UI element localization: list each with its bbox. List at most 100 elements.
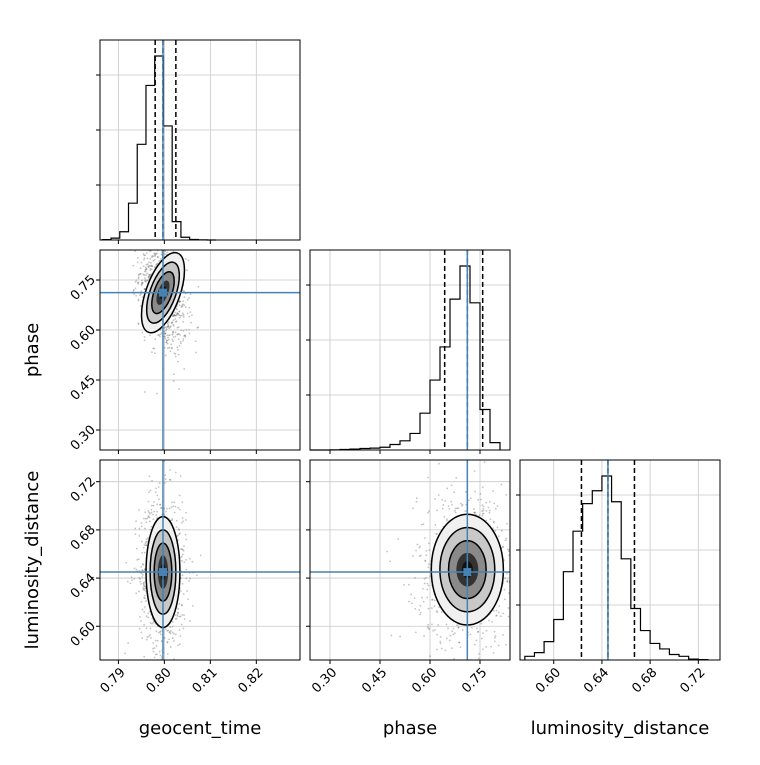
sample-point bbox=[502, 612, 505, 615]
sample-point bbox=[488, 500, 491, 503]
sample-point bbox=[439, 642, 442, 645]
sample-point bbox=[151, 351, 153, 354]
sample-point bbox=[163, 327, 166, 329]
sample-point bbox=[150, 215, 152, 217]
sample-point bbox=[497, 535, 500, 538]
sample-point bbox=[140, 290, 143, 293]
sample-point bbox=[493, 609, 495, 612]
sample-point bbox=[506, 548, 509, 551]
sample-point bbox=[184, 334, 186, 337]
sample-point bbox=[182, 214, 184, 216]
sample-point bbox=[142, 587, 145, 589]
sample-point bbox=[187, 259, 190, 262]
sample-point bbox=[177, 338, 180, 341]
sample-point bbox=[159, 631, 162, 633]
sample-point bbox=[148, 475, 151, 478]
sample-point bbox=[171, 518, 174, 520]
sample-point bbox=[139, 580, 142, 583]
sample-point bbox=[172, 380, 175, 382]
sample-point bbox=[152, 347, 155, 350]
sample-point bbox=[174, 314, 177, 317]
sample-point bbox=[141, 551, 144, 554]
sample-point bbox=[445, 519, 448, 522]
sample-point bbox=[149, 231, 151, 233]
sample-point bbox=[452, 627, 455, 630]
sample-point bbox=[148, 273, 151, 276]
sample-point bbox=[140, 279, 143, 282]
sample-point bbox=[180, 623, 183, 626]
sample-point bbox=[178, 602, 181, 605]
sample-point bbox=[156, 229, 158, 231]
sample-point bbox=[440, 647, 443, 650]
sample-point bbox=[149, 489, 152, 492]
sample-point bbox=[137, 299, 140, 302]
sample-point bbox=[502, 634, 504, 636]
sample-point bbox=[158, 248, 160, 250]
sample-point bbox=[142, 582, 145, 584]
sample-point bbox=[164, 337, 167, 340]
sample-point bbox=[154, 338, 157, 341]
sample-point bbox=[477, 630, 479, 633]
sample-point bbox=[162, 247, 164, 249]
sample-point bbox=[167, 321, 170, 324]
sample-point bbox=[504, 577, 506, 580]
sample-point bbox=[182, 627, 185, 630]
sample-point bbox=[174, 614, 177, 616]
sample-point bbox=[527, 524, 529, 526]
sample-point bbox=[139, 267, 142, 270]
sample-point bbox=[137, 322, 140, 325]
sample-point bbox=[390, 634, 393, 637]
sample-point bbox=[181, 548, 184, 551]
sample-point bbox=[141, 608, 144, 611]
sample-point bbox=[511, 637, 513, 639]
sample-point bbox=[139, 294, 141, 297]
sample-point bbox=[473, 508, 475, 510]
sample-point bbox=[175, 314, 178, 316]
sample-point bbox=[171, 519, 174, 522]
sample-point bbox=[452, 633, 455, 636]
sample-point bbox=[426, 588, 429, 591]
sample-point bbox=[408, 600, 410, 603]
sample-point bbox=[470, 627, 473, 629]
sample-point bbox=[524, 555, 526, 557]
sample-point bbox=[166, 641, 169, 644]
sample-point bbox=[152, 647, 154, 650]
sample-point bbox=[181, 312, 184, 315]
sample-point bbox=[173, 234, 175, 236]
sample-point bbox=[179, 316, 181, 319]
sample-point bbox=[142, 665, 144, 667]
sample-point bbox=[139, 293, 142, 296]
sample-point bbox=[134, 280, 137, 283]
sample-point bbox=[174, 505, 177, 508]
panel-content bbox=[310, 460, 529, 660]
sample-point bbox=[152, 513, 154, 516]
sample-point bbox=[199, 554, 202, 557]
sample-point bbox=[127, 642, 130, 644]
sample-point bbox=[165, 329, 167, 332]
sample-point bbox=[135, 592, 138, 595]
sample-point bbox=[416, 543, 419, 546]
sample-point bbox=[163, 330, 166, 333]
sample-point bbox=[145, 538, 148, 541]
sample-point bbox=[155, 514, 158, 517]
sample-point bbox=[170, 630, 172, 632]
sample-point bbox=[143, 594, 146, 597]
sample-point bbox=[144, 585, 147, 588]
histogram-step-phase bbox=[310, 265, 501, 451]
sample-point bbox=[183, 335, 185, 337]
sample-point bbox=[468, 499, 470, 502]
sample-point bbox=[517, 600, 519, 602]
sample-point bbox=[168, 346, 171, 349]
sample-point bbox=[431, 598, 433, 601]
sample-point bbox=[150, 226, 152, 228]
sample-point bbox=[426, 582, 429, 585]
sample-point bbox=[166, 347, 169, 350]
sample-point bbox=[186, 312, 189, 315]
sample-point bbox=[135, 294, 138, 297]
sample-point bbox=[152, 518, 155, 521]
2d-panel-geocent_time-phase bbox=[96, 214, 301, 454]
sample-point bbox=[497, 644, 500, 647]
sample-point bbox=[144, 266, 147, 269]
sample-point bbox=[149, 274, 151, 277]
sample-point bbox=[144, 229, 146, 231]
